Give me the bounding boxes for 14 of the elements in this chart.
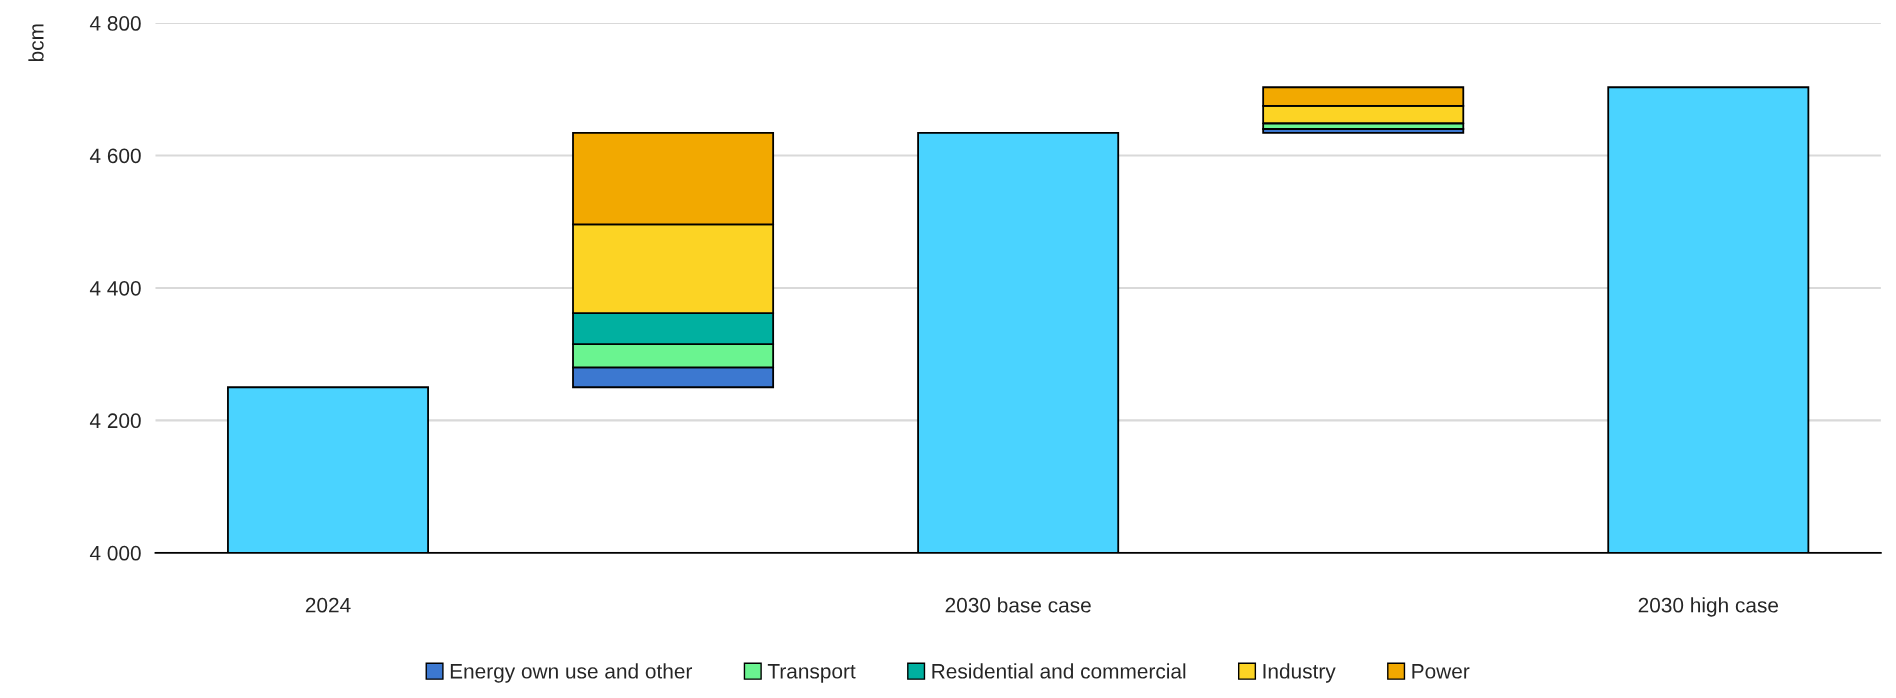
y-tick-label: 4 800: [89, 16, 141, 31]
y-axis-title: bcm: [28, 24, 44, 62]
x-tick-label: 2030 base case: [945, 597, 1091, 613]
y-tick-label: 4 600: [89, 148, 141, 164]
y-tick-label: 4 200: [89, 413, 141, 429]
y-tick-label: 4 400: [89, 280, 141, 296]
legend-label: Transport: [767, 664, 856, 683]
x-tick-label: 2024: [305, 597, 351, 613]
x-tick-label: 2030 high case: [1638, 597, 1779, 617]
y-tick-label: 4 000: [89, 545, 141, 561]
legend-label: Industry: [1263, 663, 1336, 683]
legend-label: Energy own use and other: [450, 663, 693, 683]
legend-label: Power: [1412, 664, 1470, 679]
legend-label: Residential and commercial: [932, 663, 1186, 679]
